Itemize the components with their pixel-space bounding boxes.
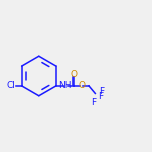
Text: NH: NH xyxy=(58,81,71,90)
Text: F: F xyxy=(91,98,96,107)
Text: O: O xyxy=(71,70,78,79)
Text: F: F xyxy=(98,92,103,101)
Text: Cl: Cl xyxy=(7,81,16,90)
Text: F: F xyxy=(99,87,104,96)
Text: O: O xyxy=(78,81,85,90)
